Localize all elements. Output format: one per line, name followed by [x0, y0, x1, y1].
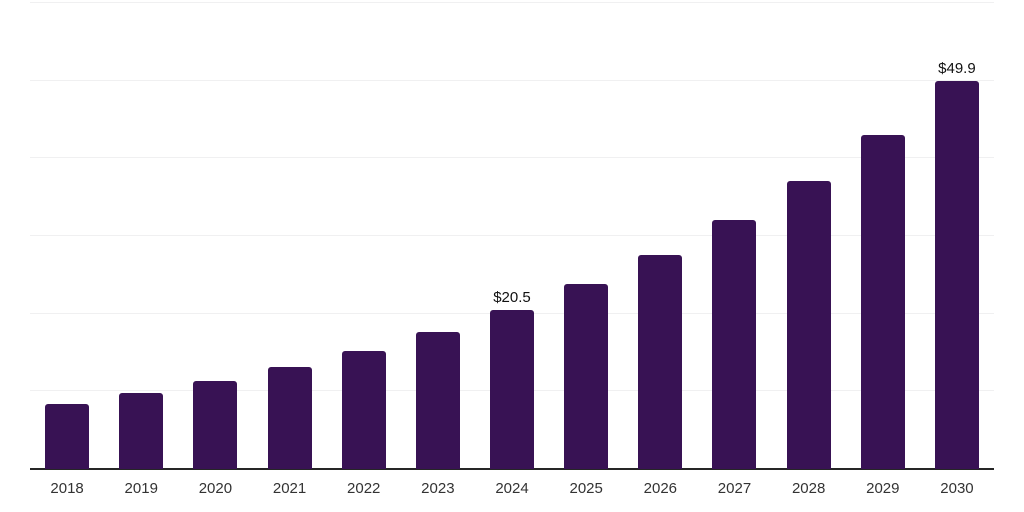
x-tick-label-2029: 2029 [866, 480, 900, 497]
x-tick-label-2024: 2024 [495, 480, 529, 497]
bar-column-2029 [846, 135, 920, 469]
bar-column-2026 [623, 254, 697, 469]
plot-area: $20.5 $49.9 [30, 2, 994, 470]
value-label-2024: $20.5 [493, 288, 531, 306]
x-tick-label-2030: 2030 [940, 480, 974, 497]
x-tick-label-2020: 2020 [198, 480, 233, 497]
bar-column-2030: $49.9 [920, 61, 994, 469]
x-tick-label-2023: 2023 [421, 480, 455, 497]
bar-column-2027 [697, 220, 771, 469]
gridline-y-30 [30, 235, 994, 236]
x-axis-line [30, 468, 994, 470]
x-tick-label-2022: 2022 [347, 480, 381, 497]
bar-2027 [712, 220, 757, 469]
bar-2030 [934, 81, 979, 469]
bar-2022 [341, 350, 386, 469]
x-tick-label-2021: 2021 [272, 480, 307, 497]
x-tick-label-2026: 2026 [643, 480, 678, 497]
x-tick-label-2018: 2018 [50, 480, 84, 497]
bar-column-2025 [549, 284, 623, 469]
bar-column-2024: $20.5 [475, 290, 549, 469]
bar-2024 [489, 309, 534, 469]
bar-column-2023 [401, 331, 475, 469]
value-label-2030: $49.9 [938, 60, 976, 78]
x-tick-label-2027: 2027 [717, 480, 752, 497]
bar-2019 [119, 392, 164, 469]
bar-column-2020 [178, 381, 252, 469]
bar-column-2018 [30, 403, 104, 469]
gridline-y-50 [30, 79, 994, 81]
bar-2026 [638, 254, 683, 469]
bar-2029 [860, 135, 905, 469]
x-tick-label-2028: 2028 [791, 480, 826, 497]
x-axis-tick-labels: 2018 2019 2020 2021 2022 2023 2024 2025 2026 2027… [30, 478, 994, 499]
bar-2023 [415, 331, 460, 469]
bar-2025 [564, 284, 609, 469]
x-tick-label-2025: 2025 [569, 480, 603, 497]
gridline-y-40 [30, 157, 994, 159]
bar-column-2021 [252, 367, 326, 469]
bar-2018 [45, 403, 90, 469]
bar-column-2022 [327, 350, 401, 469]
gridline-y-60 [30, 2, 994, 3]
x-tick-label-2019: 2019 [124, 480, 158, 497]
bar-2020 [193, 381, 238, 469]
bar-column-2019 [104, 392, 178, 469]
bar-2028 [786, 180, 831, 469]
bar-column-2028 [772, 180, 846, 469]
bar-2021 [267, 367, 312, 469]
